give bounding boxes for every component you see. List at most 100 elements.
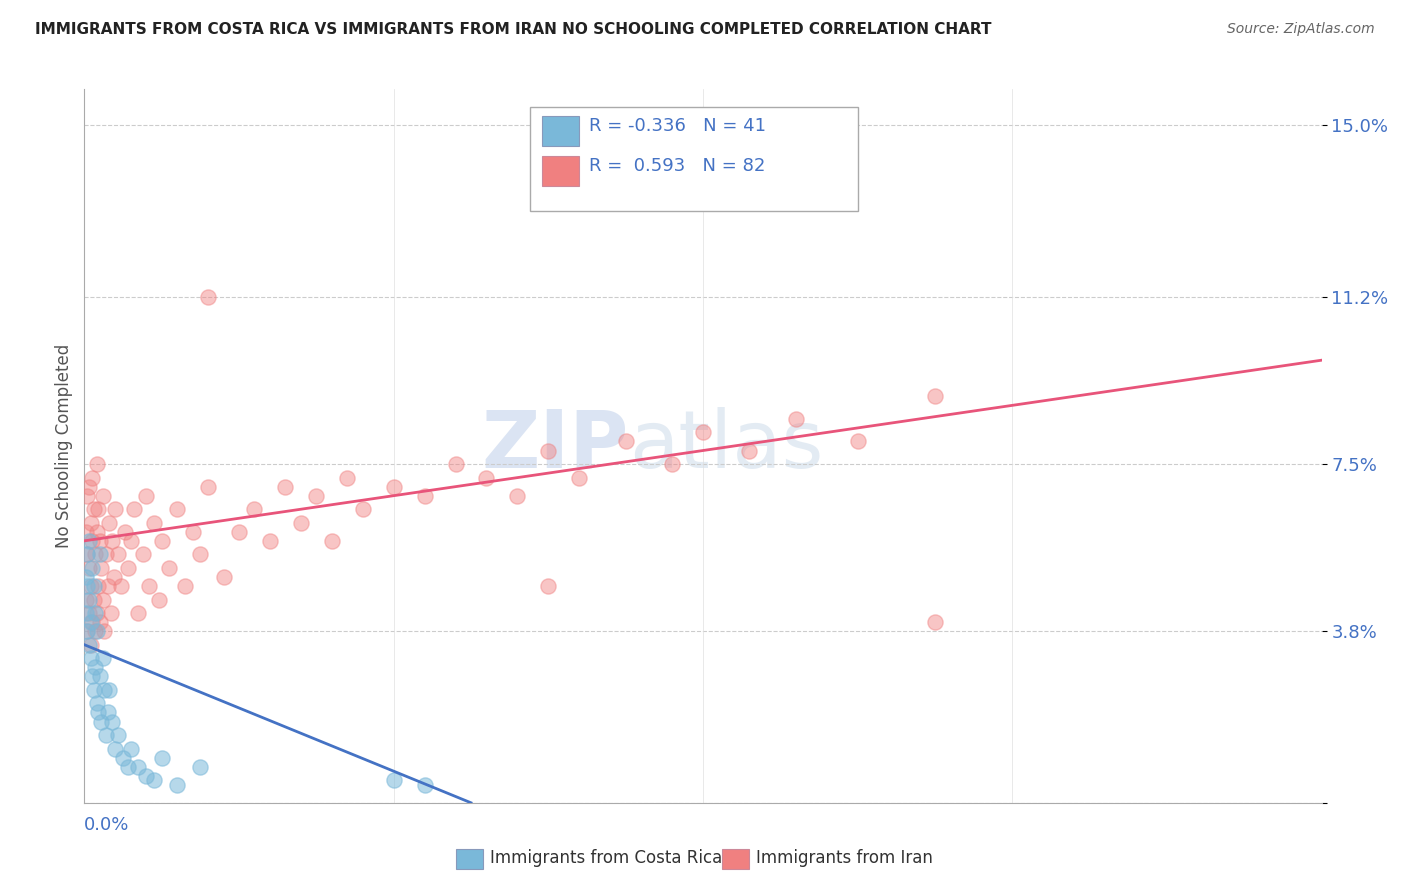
Point — [352, 502, 374, 516]
Point — [138, 579, 160, 593]
Point — [77, 638, 100, 652]
Point — [79, 638, 101, 652]
Point — [79, 579, 101, 593]
Point — [259, 533, 281, 548]
Point — [181, 524, 204, 539]
Point — [120, 533, 142, 548]
Point — [100, 606, 122, 620]
Point — [143, 773, 166, 788]
Point — [86, 457, 108, 471]
Point — [82, 533, 104, 548]
Point — [150, 533, 173, 548]
Bar — [543, 155, 579, 186]
Point — [197, 290, 219, 304]
Point — [107, 728, 129, 742]
Point — [114, 524, 136, 539]
Point — [506, 489, 529, 503]
Point — [846, 434, 869, 449]
Point — [537, 579, 560, 593]
Bar — [543, 116, 579, 146]
Point — [76, 548, 98, 562]
Point — [336, 470, 359, 484]
Point — [924, 389, 946, 403]
Point — [76, 548, 98, 562]
Point — [89, 548, 111, 562]
Point — [86, 624, 108, 639]
Point — [132, 548, 155, 562]
Point — [94, 548, 117, 562]
Text: R = -0.336   N = 41: R = -0.336 N = 41 — [589, 117, 766, 135]
Point — [83, 682, 105, 697]
Point — [94, 728, 117, 742]
Point — [77, 480, 100, 494]
Point — [135, 489, 157, 503]
Point — [90, 561, 112, 575]
Text: ZIP: ZIP — [481, 407, 628, 485]
Text: Immigrants from Iran: Immigrants from Iran — [756, 849, 934, 867]
Bar — [456, 849, 482, 869]
Point — [150, 750, 173, 764]
Point — [120, 741, 142, 756]
Point — [75, 606, 97, 620]
Point — [117, 759, 139, 773]
Point — [93, 624, 115, 639]
Point — [86, 697, 108, 711]
Point — [75, 524, 97, 539]
Point — [321, 533, 343, 548]
Point — [117, 561, 139, 575]
Point — [89, 669, 111, 683]
Point — [143, 516, 166, 530]
Point — [212, 570, 235, 584]
Point — [77, 561, 100, 575]
Point — [110, 579, 132, 593]
Point — [228, 524, 250, 539]
Point — [90, 714, 112, 729]
Point — [475, 470, 498, 484]
Point — [568, 470, 591, 484]
Point — [98, 516, 121, 530]
Point — [98, 682, 121, 697]
Point — [112, 750, 135, 764]
Point — [785, 412, 807, 426]
Text: R =  0.593   N = 82: R = 0.593 N = 82 — [589, 157, 765, 175]
Point — [77, 533, 100, 548]
Point — [924, 615, 946, 629]
Point — [87, 502, 110, 516]
Point — [166, 778, 188, 792]
Point — [89, 615, 111, 629]
Point — [159, 561, 180, 575]
Point — [101, 533, 124, 548]
Point — [75, 592, 97, 607]
Point — [274, 480, 297, 494]
Point — [77, 592, 100, 607]
Point — [104, 502, 127, 516]
Point — [84, 606, 107, 620]
Point — [77, 606, 100, 620]
Point — [82, 615, 104, 629]
Point — [661, 457, 683, 471]
Point — [83, 579, 105, 593]
Point — [101, 714, 124, 729]
Point — [84, 548, 107, 562]
Point — [127, 759, 149, 773]
Point — [243, 502, 266, 516]
Point — [444, 457, 467, 471]
Point — [87, 579, 110, 593]
Text: Source: ZipAtlas.com: Source: ZipAtlas.com — [1227, 22, 1375, 37]
Point — [84, 660, 107, 674]
Point — [135, 769, 157, 783]
Point — [76, 579, 98, 593]
Point — [103, 570, 125, 584]
Text: IMMIGRANTS FROM COSTA RICA VS IMMIGRANTS FROM IRAN NO SCHOOLING COMPLETED CORREL: IMMIGRANTS FROM COSTA RICA VS IMMIGRANTS… — [35, 22, 991, 37]
Point — [82, 669, 104, 683]
FancyBboxPatch shape — [530, 107, 858, 211]
Text: atlas: atlas — [628, 407, 823, 485]
Point — [83, 592, 105, 607]
Point — [83, 502, 105, 516]
Point — [75, 570, 97, 584]
Point — [91, 489, 114, 503]
Point — [290, 516, 312, 530]
Point — [305, 489, 328, 503]
Point — [537, 443, 560, 458]
Point — [738, 443, 761, 458]
